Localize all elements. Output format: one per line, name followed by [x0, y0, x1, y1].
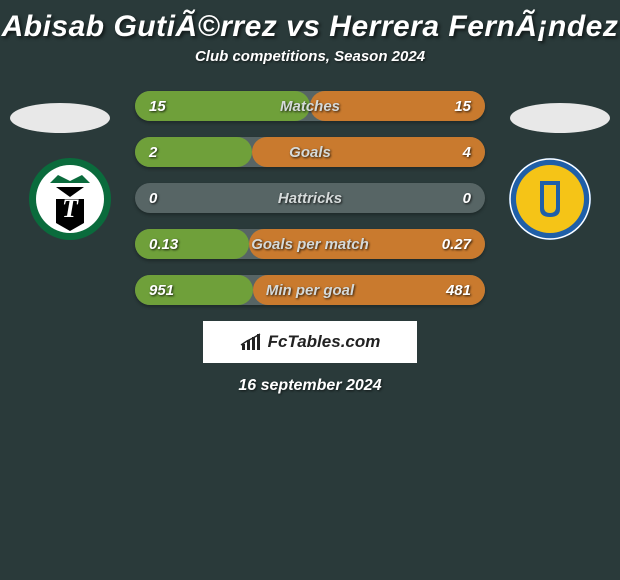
stat-value-left: 0 [149, 190, 189, 207]
stat-value-right: 15 [431, 98, 471, 115]
player-left-photo [10, 103, 110, 133]
stat-value-right: 481 [431, 282, 471, 299]
chart-icon [240, 332, 262, 352]
stat-row: 2 Goals 4 [135, 137, 485, 167]
club-logo-left: T [20, 157, 120, 241]
stat-value-left: 951 [149, 282, 189, 299]
stat-row: 15 Matches 15 [135, 91, 485, 121]
stat-row: 951 Min per goal 481 [135, 275, 485, 305]
stat-value-right: 0.27 [431, 236, 471, 253]
svg-text:T: T [62, 194, 79, 223]
player-right-photo [510, 103, 610, 133]
stat-value-right: 0 [431, 190, 471, 207]
date-text: 16 september 2024 [0, 377, 620, 395]
stat-value-right: 4 [431, 144, 471, 161]
club-logo-right [500, 157, 600, 241]
comparison-content: T 15 Matches 15 2 Goals 4 0 Hattricks 0 0.13 Goals… [0, 91, 620, 305]
stat-label: Min per goal [266, 282, 354, 299]
stats-container: 15 Matches 15 2 Goals 4 0 Hattricks 0 0.13 Goals p… [135, 91, 485, 305]
branding-text: FcTables.com [268, 332, 381, 352]
stat-row: 0 Hattricks 0 [135, 183, 485, 213]
page-title: Abisab GutiÃ©rrez vs Herrera FernÃ¡ndez [0, 0, 620, 48]
stat-row: 0.13 Goals per match 0.27 [135, 229, 485, 259]
stat-value-left: 2 [149, 144, 189, 161]
stat-label: Hattricks [278, 190, 342, 207]
stat-value-left: 0.13 [149, 236, 189, 253]
branding-banner[interactable]: FcTables.com [203, 321, 417, 363]
stat-value-left: 15 [149, 98, 189, 115]
stat-label: Goals per match [251, 236, 369, 253]
stat-label: Goals [289, 144, 331, 161]
subtitle: Club competitions, Season 2024 [0, 48, 620, 65]
stat-label: Matches [280, 98, 340, 115]
